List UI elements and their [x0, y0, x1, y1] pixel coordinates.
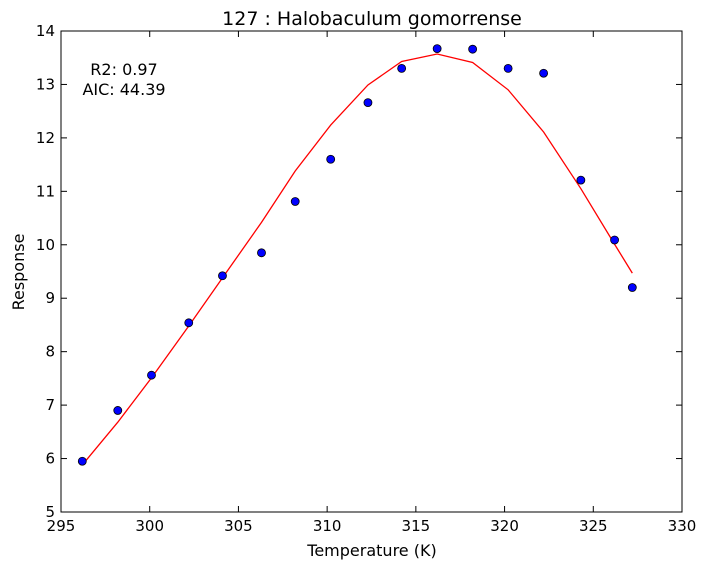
y-tick-label: 5 [45, 503, 55, 521]
x-tick-label: 310 [313, 517, 342, 535]
y-tick-label: 8 [45, 343, 55, 361]
y-tick-label: 7 [45, 396, 55, 414]
y-tick-label: 10 [36, 236, 55, 254]
plot-frame [60, 30, 683, 513]
data-point [397, 64, 407, 73]
axis-ticks: 295 300 305 310 315 320 325 330 5 6 7 8 9 10 11 12 13 14 [36, 22, 696, 535]
y-axis-label: Response [9, 234, 28, 311]
data-point [627, 283, 637, 292]
x-tick-label: 295 [47, 517, 76, 535]
y-tick-label: 13 [36, 75, 55, 93]
chart-title: 127 : Halobaculum gomorrense [222, 8, 522, 30]
y-tick-label: 12 [36, 129, 55, 147]
data-point [218, 271, 227, 281]
fit-line [81, 53, 633, 466]
data-point [147, 370, 156, 380]
data-point [257, 248, 266, 258]
data-point [290, 197, 300, 206]
y-tick-label: 11 [36, 182, 55, 200]
fit-curve-layer [81, 53, 633, 466]
annotation-r2: R2: 0.97 [90, 60, 157, 79]
data-point [326, 154, 336, 164]
x-tick-label: 305 [224, 517, 253, 535]
annotation-aic: AIC: 44.39 [82, 80, 165, 99]
x-axis-label: Temperature (K) [306, 541, 436, 560]
data-points-layer [77, 44, 637, 466]
data-point [77, 456, 87, 466]
x-tick-label: 300 [135, 517, 164, 535]
data-point [539, 68, 549, 78]
x-tick-label: 320 [490, 517, 519, 535]
y-tick-label: 9 [45, 289, 55, 307]
data-point [503, 64, 513, 73]
x-tick-label: 330 [668, 517, 697, 535]
x-tick-label: 315 [402, 517, 431, 535]
x-tick-label: 325 [579, 517, 608, 535]
data-point [363, 98, 373, 108]
data-point [184, 318, 194, 328]
data-point [468, 44, 478, 54]
data-point [113, 406, 123, 415]
plot-area [60, 30, 683, 513]
data-point [610, 235, 619, 245]
data-point [576, 175, 586, 185]
y-tick-label: 14 [36, 22, 55, 40]
y-tick-label: 6 [45, 450, 55, 468]
data-point [432, 44, 442, 54]
